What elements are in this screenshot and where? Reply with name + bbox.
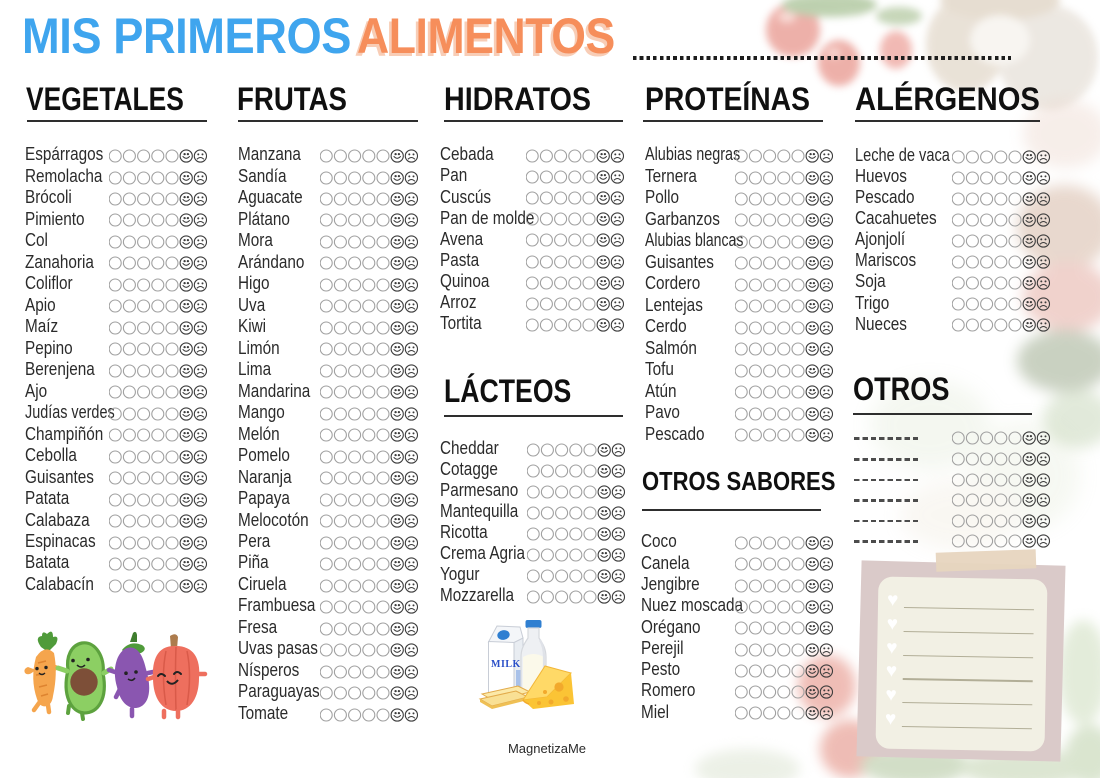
svg-text:MILK: MILK <box>491 659 521 670</box>
